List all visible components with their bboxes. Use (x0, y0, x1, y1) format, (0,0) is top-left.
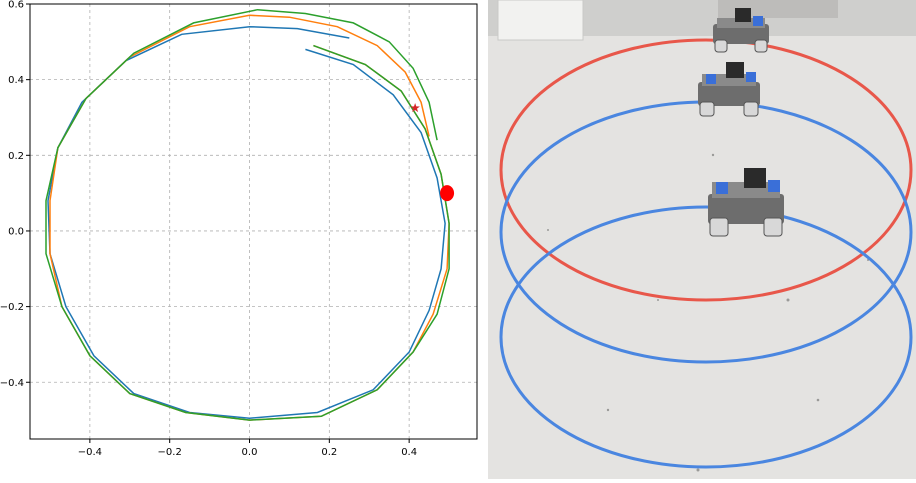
trajectory-line-1 (47, 25, 446, 419)
x-tick-label: −0.4 (78, 447, 102, 458)
floor-specks (547, 153, 869, 472)
x-tick-label: 0.0 (242, 447, 258, 458)
y-tick-label: −0.4 (0, 378, 24, 389)
start-point-marker (440, 185, 455, 202)
y-tick-label: −0.2 (0, 302, 24, 313)
axes-frame (29, 3, 478, 440)
white-box (497, 0, 584, 41)
trajectory-line-3 (45, 8, 450, 421)
x-tick-label: −0.2 (158, 447, 182, 458)
trajectory-plot-svg: −0.4 −0.2 0.0 0.2 0.4 −0.4 −0.2 0.0 0.2 0.4 0.6 (0, 0, 478, 458)
experiment-photo-svg (488, 0, 916, 479)
y-tick-label: 0.2 (8, 151, 24, 162)
x-tick-label: 0.2 (321, 447, 337, 458)
trajectory-plot: −0.4 −0.2 0.0 0.2 0.4 −0.4 −0.2 0.0 0.2 0.4 0.6 (0, 0, 478, 458)
floor (488, 0, 916, 479)
robot-middle (698, 62, 760, 117)
y-tick-label: 0.4 (8, 75, 24, 86)
y-tick-label: 0.6 (8, 0, 24, 11)
experiment-photo (488, 0, 916, 479)
star-marker (410, 103, 420, 113)
red-ring (499, 38, 913, 302)
blue-ring-lower (499, 205, 913, 469)
robot-top (713, 8, 769, 53)
robot-front (708, 168, 784, 237)
y-tick-label: 0.0 (8, 226, 24, 237)
x-tick-label: 0.4 (401, 447, 417, 458)
